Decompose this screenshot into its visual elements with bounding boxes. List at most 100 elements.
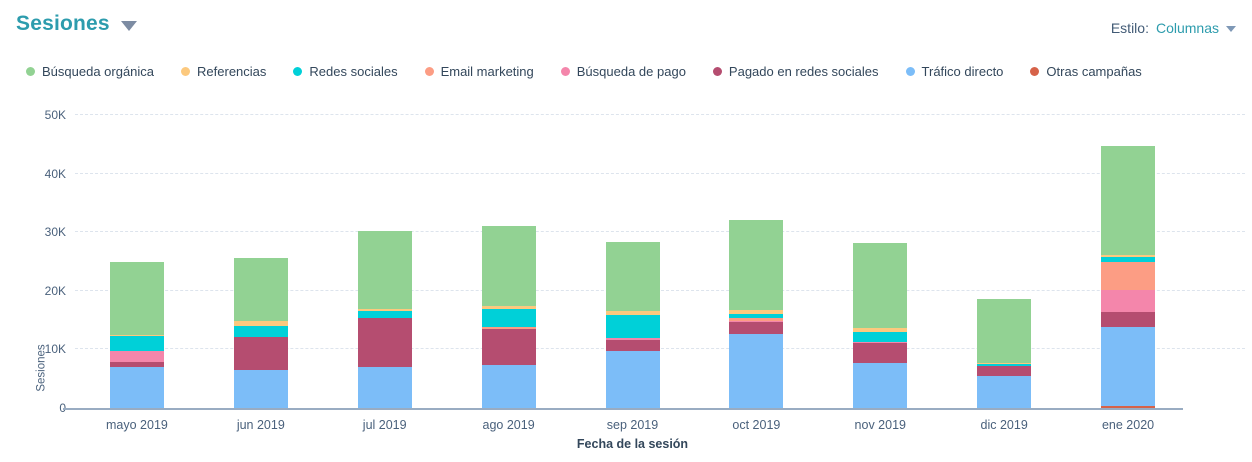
bar-segment[interactable] — [605, 338, 660, 341]
bar-segment[interactable] — [977, 364, 1032, 367]
bar-segment[interactable] — [109, 351, 164, 362]
bar-segment[interactable] — [977, 299, 1032, 363]
legend-item[interactable]: Referencias — [181, 64, 266, 79]
legend-item[interactable]: Búsqueda orgánica — [26, 64, 154, 79]
bar-segment[interactable] — [853, 327, 908, 332]
x-tick-label: oct 2019 — [732, 418, 781, 432]
bar-segment[interactable] — [729, 333, 784, 408]
bar-segment[interactable] — [1101, 311, 1156, 327]
bar-segment[interactable] — [605, 241, 660, 312]
legend-item[interactable]: Email marketing — [424, 64, 534, 79]
bar-segment[interactable] — [357, 318, 412, 367]
bar-segment[interactable] — [729, 219, 784, 311]
legend-swatch-icon — [560, 67, 570, 76]
bar-segment[interactable] — [481, 365, 536, 408]
bar-ene-2020[interactable] — [1101, 145, 1156, 408]
bar-segment[interactable] — [357, 231, 412, 309]
bar-segment[interactable] — [481, 306, 536, 310]
bar-segment[interactable] — [233, 369, 288, 408]
x-axis-title: Fecha de la sesión — [576, 437, 689, 451]
bar-segment[interactable] — [1101, 255, 1156, 258]
legend-swatch-icon — [293, 67, 303, 76]
legend-item[interactable]: Búsqueda de pago — [560, 64, 686, 79]
legend-swatch-icon — [26, 67, 35, 76]
bar-sep-2019[interactable] — [605, 241, 660, 408]
gridline — [75, 172, 1245, 174]
bar-ago-2019[interactable] — [481, 225, 536, 408]
gridline — [75, 289, 1245, 291]
bar-segment[interactable] — [977, 376, 1032, 408]
y-tick-label: 10K — [44, 342, 66, 357]
legend-label: Búsqueda orgánica — [42, 64, 155, 79]
gridline — [75, 348, 1245, 350]
bar-segment[interactable] — [109, 334, 164, 336]
bar-jul-2019[interactable] — [357, 231, 412, 408]
bar-segment[interactable] — [605, 315, 660, 339]
bar-segment[interactable] — [729, 318, 784, 321]
bar-nov-2019[interactable] — [853, 242, 908, 408]
x-tick-label: jul 2019 — [362, 418, 407, 432]
legend-label: Búsqueda de pago — [576, 64, 686, 79]
x-tick-label: ene 2020 — [1101, 418, 1155, 432]
legend-swatch-icon — [181, 67, 191, 76]
bar-segment[interactable] — [1101, 145, 1156, 256]
legend-label: Otras campañas — [1046, 64, 1142, 79]
bar-segment[interactable] — [1101, 257, 1156, 262]
bar-segment[interactable] — [853, 341, 908, 343]
x-tick-label: ago 2019 — [482, 418, 535, 432]
legend-label: Email marketing — [440, 64, 534, 79]
style-value-dropdown[interactable]: Columnas — [1155, 20, 1219, 36]
bar-segment[interactable] — [729, 320, 784, 323]
bar-segment[interactable] — [357, 311, 412, 319]
bar-segment[interactable] — [605, 340, 660, 351]
bar-segment[interactable] — [853, 331, 908, 342]
bar-segment[interactable] — [357, 366, 412, 408]
report-title-dropdown[interactable]: Sesiones — [16, 12, 137, 36]
legend-swatch-icon — [1030, 67, 1040, 76]
bar-segment[interactable] — [233, 257, 288, 322]
legend-item[interactable]: Redes sociales — [293, 64, 398, 79]
bar-jun-2019[interactable] — [233, 257, 288, 408]
bar-segment[interactable] — [729, 310, 784, 314]
legend-item[interactable]: Otras campañas — [1030, 64, 1142, 79]
legend-item[interactable]: Pagado en redes sociales — [712, 64, 879, 79]
bar-segment[interactable] — [481, 225, 536, 307]
bar-segment[interactable] — [853, 363, 908, 408]
chevron-down-icon[interactable] — [1226, 26, 1236, 32]
bar-segment[interactable] — [109, 366, 164, 408]
bar-segment[interactable] — [357, 308, 412, 312]
bar-segment[interactable] — [481, 328, 536, 366]
x-tick-label: sep 2019 — [606, 418, 659, 432]
bar-segment[interactable] — [729, 322, 784, 334]
bar-dic-2019[interactable] — [977, 299, 1032, 408]
bar-segment[interactable] — [109, 335, 164, 352]
bar-segment[interactable] — [853, 242, 908, 328]
bar-segment[interactable] — [109, 361, 164, 367]
bar-segment[interactable] — [1101, 406, 1156, 408]
plot-area — [63, 114, 1245, 410]
bar-segment[interactable] — [1101, 261, 1156, 291]
bar-segment[interactable] — [605, 350, 660, 408]
style-label: Estilo: — [1110, 20, 1149, 36]
bar-segment[interactable] — [233, 321, 288, 326]
bar-segment[interactable] — [233, 325, 288, 337]
bar-segment[interactable] — [233, 336, 288, 370]
bar-segment[interactable] — [481, 309, 536, 327]
bar-segment[interactable] — [605, 311, 660, 316]
legend-item[interactable]: Tráfico directo — [905, 64, 1003, 79]
bar-segment[interactable] — [729, 313, 784, 319]
bar-segment[interactable] — [977, 366, 1032, 377]
bar-segment[interactable] — [481, 326, 536, 329]
y-tick-label: 40K — [44, 166, 66, 181]
y-axis: Sesiones 010K20K30K40K50K — [0, 108, 66, 415]
bar-mayo-2019[interactable] — [109, 261, 164, 408]
bar-segment[interactable] — [1101, 290, 1156, 312]
bar-segment[interactable] — [109, 261, 164, 335]
bar-segment[interactable] — [853, 342, 908, 364]
bar-oct-2019[interactable] — [729, 219, 784, 408]
bar-segment[interactable] — [1101, 326, 1156, 407]
bar-segment[interactable] — [977, 362, 1032, 365]
chart-legend: Búsqueda orgánica Referencias Redes social… — [26, 64, 1142, 79]
legend-label: Pagado en redes sociales — [728, 64, 879, 79]
legend-swatch-icon — [712, 67, 722, 76]
